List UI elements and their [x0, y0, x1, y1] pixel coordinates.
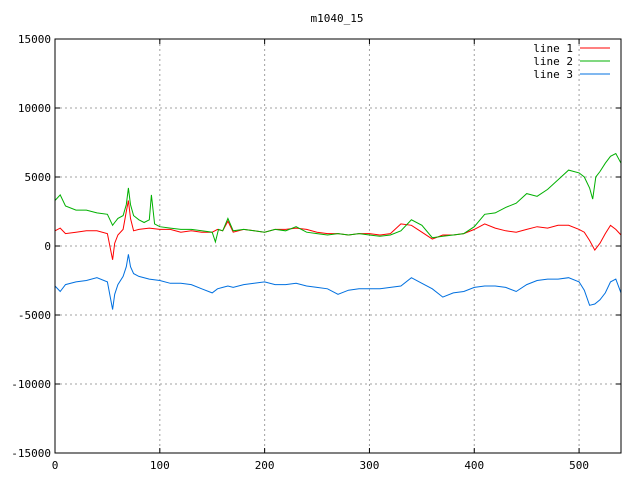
- legend-label: line 2: [533, 55, 573, 68]
- series-line-2: [54, 152, 622, 244]
- y-tick-label: 5000: [25, 171, 52, 184]
- y-tick-label: -5000: [18, 309, 51, 322]
- y-tick-label: -10000: [11, 378, 51, 391]
- x-tick-label: 0: [52, 459, 59, 472]
- y-tick-label: -15000: [11, 447, 51, 460]
- series-group: [54, 152, 622, 310]
- y-tick-label: 15000: [18, 33, 51, 46]
- x-tick-label: 500: [569, 459, 589, 472]
- y-tick-label: 0: [44, 240, 51, 253]
- x-tick-label: 200: [255, 459, 275, 472]
- axes: 0 100 200 300 400 500 -15000 -10000 -5000 0 5000 10…: [11, 33, 621, 472]
- series-line-3: [54, 254, 622, 310]
- x-tick-label: 100: [150, 459, 170, 472]
- y-tick-label: 10000: [18, 102, 51, 115]
- chart-title: m1040_15: [311, 12, 364, 25]
- x-tick-label: 400: [464, 459, 484, 472]
- grid: [55, 39, 621, 453]
- series-line-1: [54, 200, 622, 260]
- legend-label: line 1: [533, 42, 573, 55]
- x-tick-label: 300: [360, 459, 380, 472]
- legend-label: line 3: [533, 68, 573, 81]
